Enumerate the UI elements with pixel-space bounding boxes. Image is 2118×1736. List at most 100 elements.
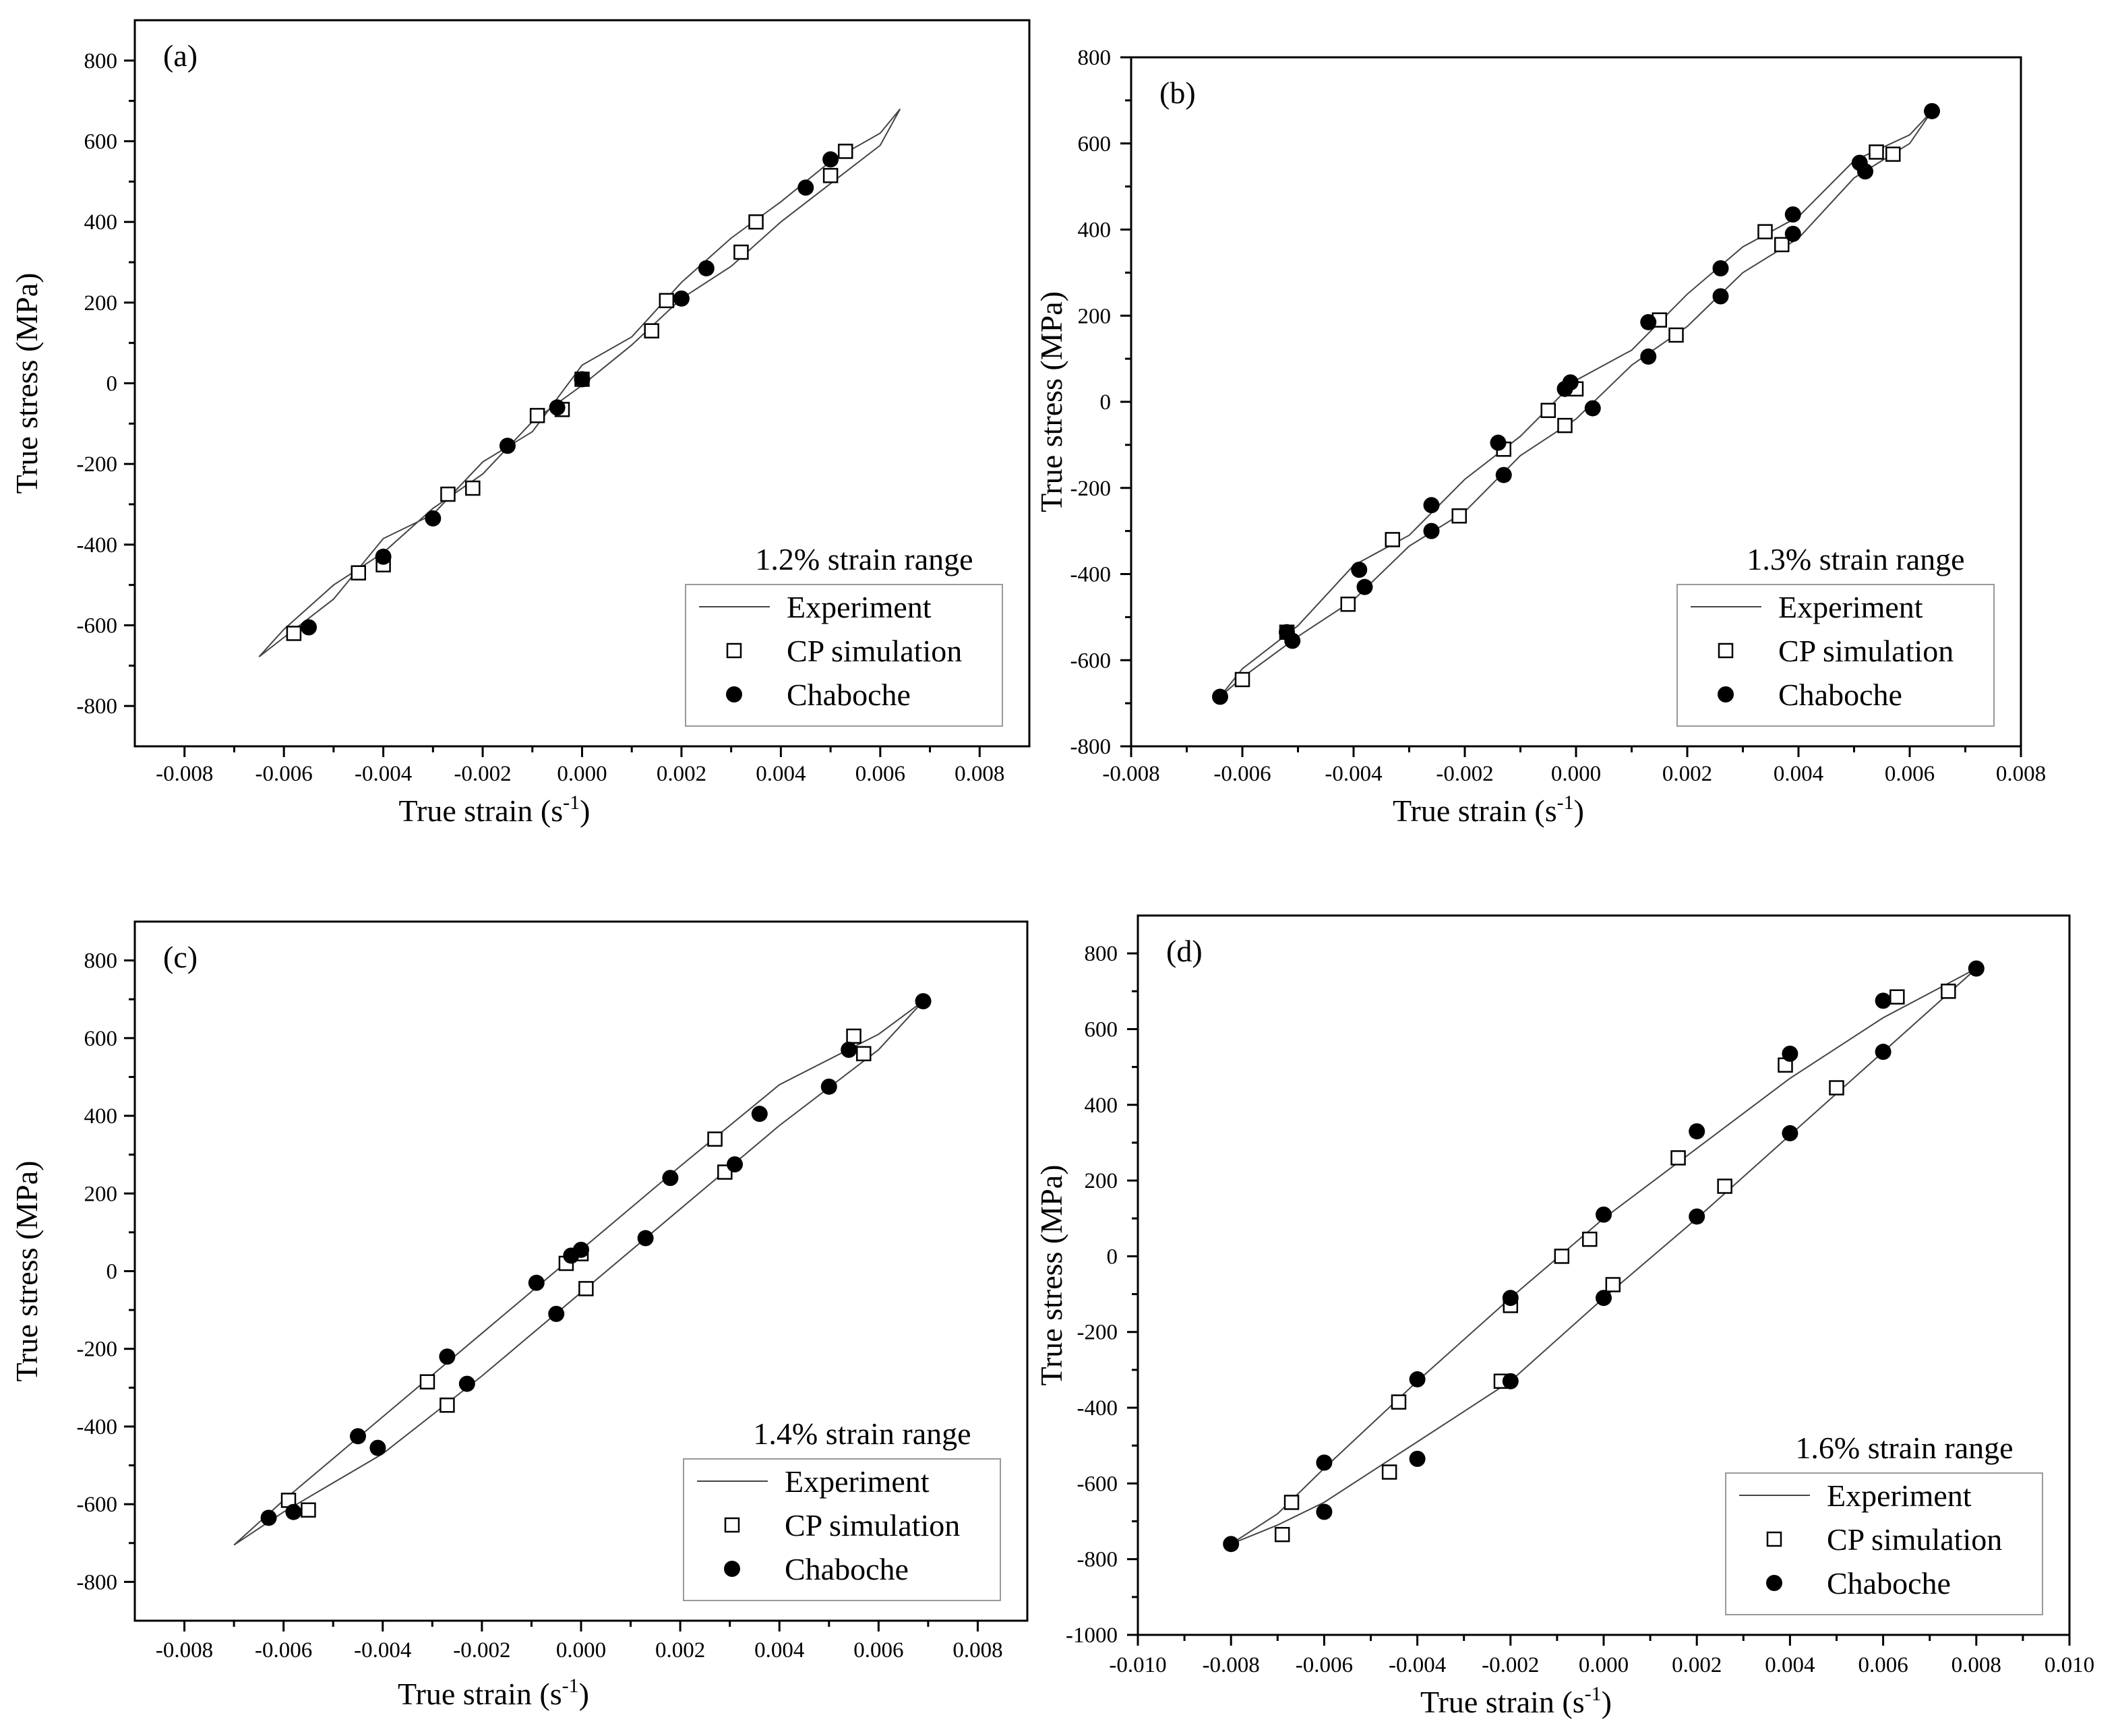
y-tick-label: 600 [84,1027,118,1051]
cp-simulation-point [1885,146,1901,162]
x-tick-label: 0.000 [1551,762,1601,786]
x-tick-label: 0.008 [1996,762,2046,786]
x-tick-label: -0.006 [1213,762,1271,786]
cp-simulation-point [1274,1526,1290,1543]
legend-cp-simulation-label: CP simulation [787,634,962,668]
chaboche-point [458,1375,475,1392]
chaboche-point [1423,522,1440,539]
legend-cp-swatch [1718,642,1734,659]
cp-simulation-point [856,1046,872,1062]
y-tick-label: 800 [84,949,118,974]
chaboche-point [1712,288,1729,305]
y-tick-label: -400 [77,1415,118,1439]
x-tick-label: 0.006 [1885,762,1935,786]
chaboche-point [1875,1044,1892,1060]
cp-simulation-point [529,408,545,423]
chaboche-point [1502,1290,1519,1307]
chaboche-point [797,179,814,196]
chaboche-point [260,1509,277,1526]
x-tick-label: -0.002 [453,1638,510,1663]
cp-simulation-point [644,323,659,338]
y-tick-label: 600 [84,130,118,154]
chaboche-point [573,1241,589,1258]
strain-range-label: 1.3% strain range [1747,542,1964,576]
chaboche-point [1356,578,1373,595]
y-tick-label: 800 [1078,46,1112,70]
y-tick-label: 400 [1078,218,1112,243]
cp-simulation-point [1385,532,1400,547]
cp-simulation-point [1540,402,1556,419]
x-tick-label: 0.002 [1662,762,1712,786]
legend-chaboche-label: Chaboche [787,678,911,712]
chaboche-point [425,510,442,527]
chaboche-point [1495,467,1512,483]
cp-simulation-point [707,1131,723,1147]
x-tick-label: -0.006 [1296,1653,1353,1677]
chaboche-point [1584,400,1601,417]
chaboche-point [1924,102,1940,119]
legend-cp-swatch [726,642,742,659]
chaboche-point [751,1106,768,1123]
x-tick-label: 0.004 [756,762,806,786]
chaboche-point [1409,1371,1426,1387]
chaboche-point [1502,1373,1519,1389]
legend-chaboche-swatch [1766,1575,1782,1591]
y-tick-label: -800 [1070,735,1112,759]
y-tick-label: -400 [1077,1396,1118,1420]
chart-panel-2: -0.008 -0.006 -0.004 -0.002 0.000 0.002 0.004 0… [1034,46,2046,828]
legend-cp-simulation-label: CP simulation [1827,1522,2002,1557]
y-tick-label: 400 [1085,1094,1118,1118]
cp-simulation-point [1717,1178,1732,1194]
x-tick-label: 0.008 [952,1638,1002,1663]
x-tick-label: 0.000 [557,762,607,786]
chaboche-point [1712,260,1729,276]
y-tick-label: 600 [1078,132,1112,156]
chaboche-point [1490,434,1507,451]
chart-panel-1: -0.008 -0.006 -0.004 -0.002 0.000 0.002 0.004 0… [9,19,1031,828]
panel-label: (d) [1166,934,1203,968]
y-tick-label: 200 [1085,1169,1118,1193]
x-tick-label: -0.008 [156,762,213,786]
chaboche-point [1689,1208,1705,1225]
cp-simulation-point [837,144,853,159]
x-tick-label: -0.002 [1482,1653,1539,1677]
cp-simulation-point [419,1374,435,1389]
chaboche-point [1689,1123,1705,1140]
y-tick-label: 800 [84,49,118,73]
x-tick-label: -0.008 [1102,762,1159,786]
chaboche-point [1640,348,1657,365]
legend-experiment-label: Experiment [787,590,932,624]
legend-chaboche-swatch [726,686,742,702]
y-tick-label: 0 [1100,390,1112,415]
chaboche-point [350,1428,366,1445]
y-tick-label: -200 [77,1338,118,1362]
cp-simulation-point [1670,1150,1686,1166]
panel-label: (c) [163,940,198,974]
x-tick-label: 0.008 [955,762,1004,786]
x-tick-label: 0.002 [1672,1653,1722,1677]
chaboche-point [820,1078,837,1095]
cp-simulation-point [1283,1495,1300,1510]
legend-cp-simulation-label: CP simulation [1778,634,1954,668]
y-tick-label: 0 [1107,1245,1118,1269]
x-tick-label: -0.004 [1325,762,1382,786]
chaboche-point [499,438,516,454]
cp-simulation-point [1391,1394,1407,1410]
x-tick-label: -0.002 [454,762,511,786]
chaboche-point [841,1042,857,1058]
chart-panel-4: -0.010 -0.008 -0.006 -0.004 -0.002 0.000 0.002… [1034,914,2094,1719]
y-tick-label: -800 [77,694,118,719]
strain-range-label: 1.2% strain range [755,542,973,576]
x-tick-label: -0.004 [355,762,412,786]
x-tick-label: -0.004 [354,1638,411,1663]
cp-simulation-point [440,486,456,502]
chaboche-point [369,1439,386,1456]
cp-simulation-point [1381,1464,1397,1480]
x-tick-label: 0.002 [657,762,706,786]
chaboche-point [1409,1450,1426,1467]
chaboche-point [1857,163,1873,180]
chaboche-point [1562,374,1579,391]
x-tick-label: -0.008 [156,1638,213,1663]
x-tick-label: -0.008 [1203,1653,1260,1677]
y-tick-label: -200 [77,452,118,477]
